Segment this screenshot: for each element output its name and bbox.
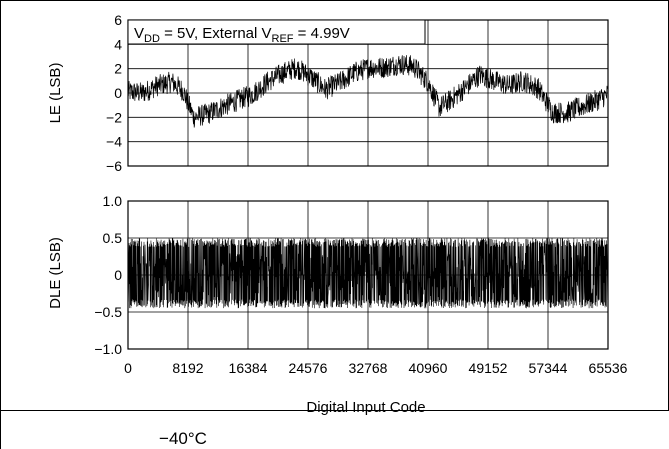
le-y-tick-label: 2: [114, 61, 122, 77]
dle-y-tick-label: 0: [114, 267, 122, 283]
vdd-symbol: V: [134, 25, 144, 42]
annotation-mid-text: = 5V, External V: [160, 25, 272, 42]
le-y-tick-label: 4: [114, 36, 122, 52]
le-y-tick-label: −6: [106, 158, 122, 174]
dle-y-axis-label: DLE (LSB): [47, 237, 64, 309]
x-tick-label: 24576: [289, 360, 328, 376]
dle-y-tick-labels: 1.0 0.5 0 −0.5 −1.0: [94, 193, 122, 357]
dle-series-line: [127, 238, 609, 309]
le-y-tick-label: −2: [106, 109, 122, 125]
le-y-tick-labels: 6 4 2 0 −2 −4 −6: [106, 12, 122, 174]
x-tick-label: 16384: [229, 360, 268, 376]
x-tick-label: 49152: [469, 360, 508, 376]
annotation-value-text: = 4.99V: [294, 25, 350, 42]
le-annotation: VDD = 5V, External VREF = 4.99V: [134, 25, 350, 45]
dle-y-tick-label: 1.0: [103, 193, 123, 209]
dle-chart: 1.0 0.5 0 −0.5 −1.0 DLE (LSB): [47, 193, 609, 357]
dle-series-trace: [127, 238, 609, 309]
x-tick-label: 57344: [529, 360, 568, 376]
le-series-line: [127, 55, 609, 128]
dle-y-tick-label: −0.5: [94, 304, 122, 320]
x-tick-label: 40960: [409, 360, 448, 376]
x-axis-label: Digital Input Code: [306, 399, 425, 416]
x-tick-label: 65536: [589, 360, 628, 376]
dle-y-tick-label: −1.0: [94, 341, 122, 357]
le-chart: 6 4 2 0 −2 −4 −6 LE (LSB) VDD = 5V, External V…: [47, 12, 609, 174]
dle-plot-frame: [127, 200, 609, 350]
le-y-axis-label: LE (LSB): [47, 63, 64, 124]
le-annotation-box: [127, 19, 426, 45]
x-tick-labels: 0 8192 16384 24576 32768 40960 49152 57344 65536: [124, 360, 628, 376]
le-series-trace: [127, 55, 609, 128]
x-tick-label: 0: [124, 360, 132, 376]
le-y-tick-label: 6: [114, 12, 122, 28]
le-y-tick-label: −4: [106, 134, 122, 150]
temperature-label: −40°C: [159, 429, 207, 448]
dle-y-tick-label: 0.5: [103, 230, 123, 246]
ref-subscript: REF: [272, 33, 294, 45]
x-tick-label: 32768: [349, 360, 388, 376]
x-tick-label: 8192: [172, 360, 203, 376]
le-y-tick-label: 0: [114, 85, 122, 101]
vdd-subscript: DD: [144, 33, 160, 45]
